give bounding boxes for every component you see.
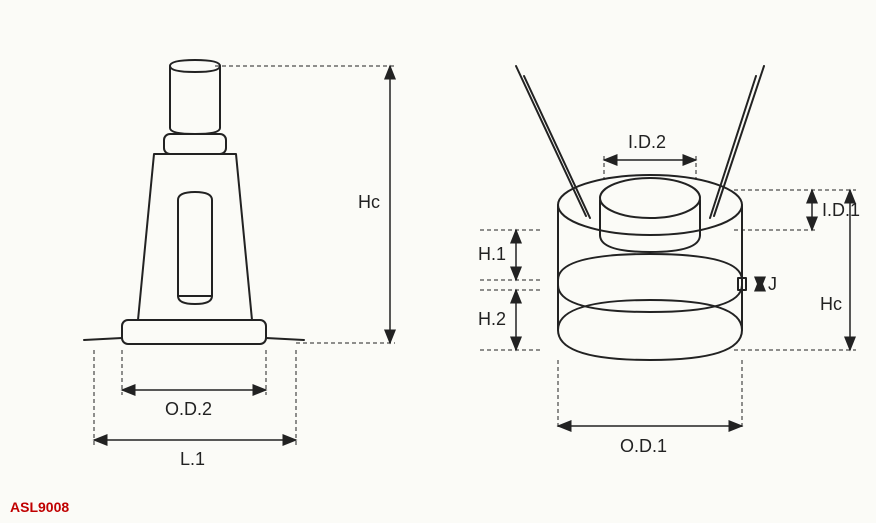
left-view: Hc O.D.2 L.1 xyxy=(84,60,395,469)
label-j: J xyxy=(768,274,777,294)
label-id1: I.D.1 xyxy=(822,200,860,220)
label-hc-left: Hc xyxy=(358,192,380,212)
right-view: I.D.2 I.D.1 Hc H.1 H.2 J O.D.1 xyxy=(478,66,860,456)
part-number: ASL9008 xyxy=(10,499,69,515)
label-hc-right: Hc xyxy=(820,294,842,314)
label-l1: L.1 xyxy=(180,449,205,469)
label-od2: O.D.2 xyxy=(165,399,212,419)
label-id2: I.D.2 xyxy=(628,132,666,152)
drawing-svg: Hc O.D.2 L.1 xyxy=(0,0,876,523)
label-od1: O.D.1 xyxy=(620,436,667,456)
technical-drawing: Hc O.D.2 L.1 xyxy=(0,0,876,523)
label-h1: H.1 xyxy=(478,244,506,264)
label-h2: H.2 xyxy=(478,309,506,329)
